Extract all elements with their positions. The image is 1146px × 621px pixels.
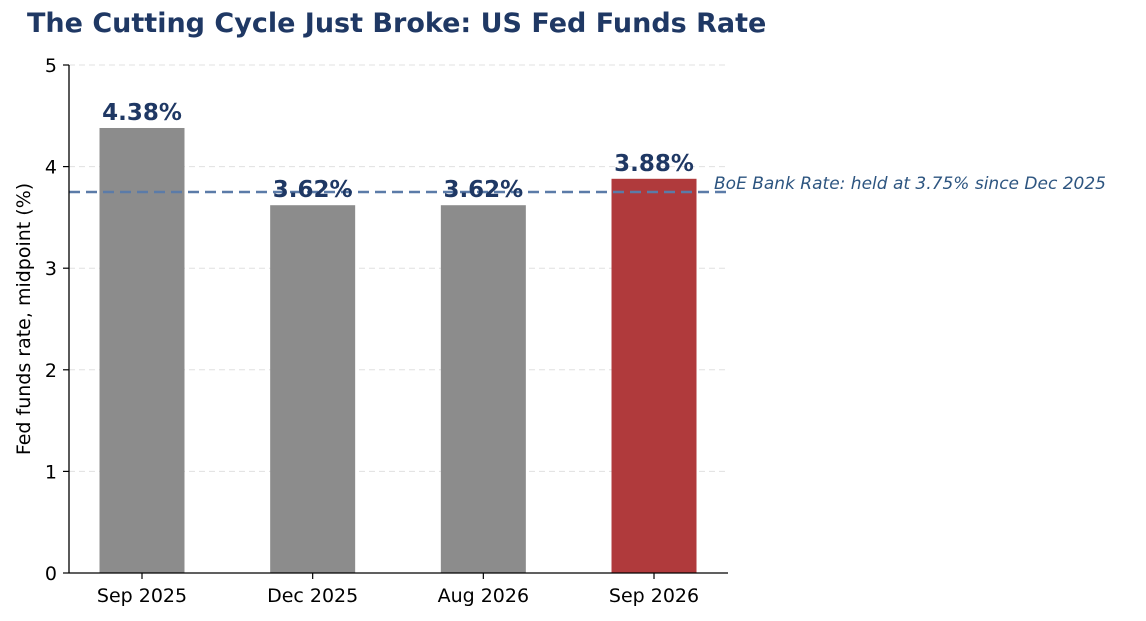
y-tick-label: 0 (45, 563, 57, 585)
x-tick-label: Dec 2025 (267, 585, 358, 607)
y-tick-label: 4 (45, 157, 57, 179)
x-tick-label: Sep 2025 (97, 585, 187, 607)
bar-aug-2026 (440, 205, 526, 573)
y-axis-label: Fed funds rate, midpoint (%) (13, 183, 35, 455)
x-tick-label: Sep 2026 (609, 585, 699, 607)
axes: 0 1 2 3 4 5 Sep 2025 Dec 2025 Aug 2026 Sep 2026 (45, 55, 728, 607)
bar-dec-2025 (270, 205, 356, 573)
data-labels: 4.38% 3.62% 3.62% 3.88% (102, 100, 694, 203)
reference-line-label: BoE Bank Rate: held at 3.75% since Dec 2… (714, 174, 1106, 194)
y-tick-label: 2 (45, 360, 57, 382)
bars (99, 127, 697, 574)
y-tick-label: 5 (45, 55, 57, 77)
data-label: 3.62% (443, 177, 523, 203)
x-tick-label: Aug 2026 (438, 585, 530, 607)
reference-line-group: BoE Bank Rate: held at 3.75% since Dec 2… (69, 174, 1106, 194)
chart-title: The Cutting Cycle Just Broke: US Fed Fun… (27, 8, 767, 39)
data-label: 3.62% (273, 177, 353, 203)
y-tick-label: 1 (45, 461, 57, 483)
data-label: 3.88% (614, 151, 694, 177)
y-tick-label: 3 (45, 258, 57, 280)
data-label: 4.38% (102, 100, 182, 126)
bar-sep-2026 (611, 178, 697, 574)
bar-sep-2025 (99, 127, 185, 573)
